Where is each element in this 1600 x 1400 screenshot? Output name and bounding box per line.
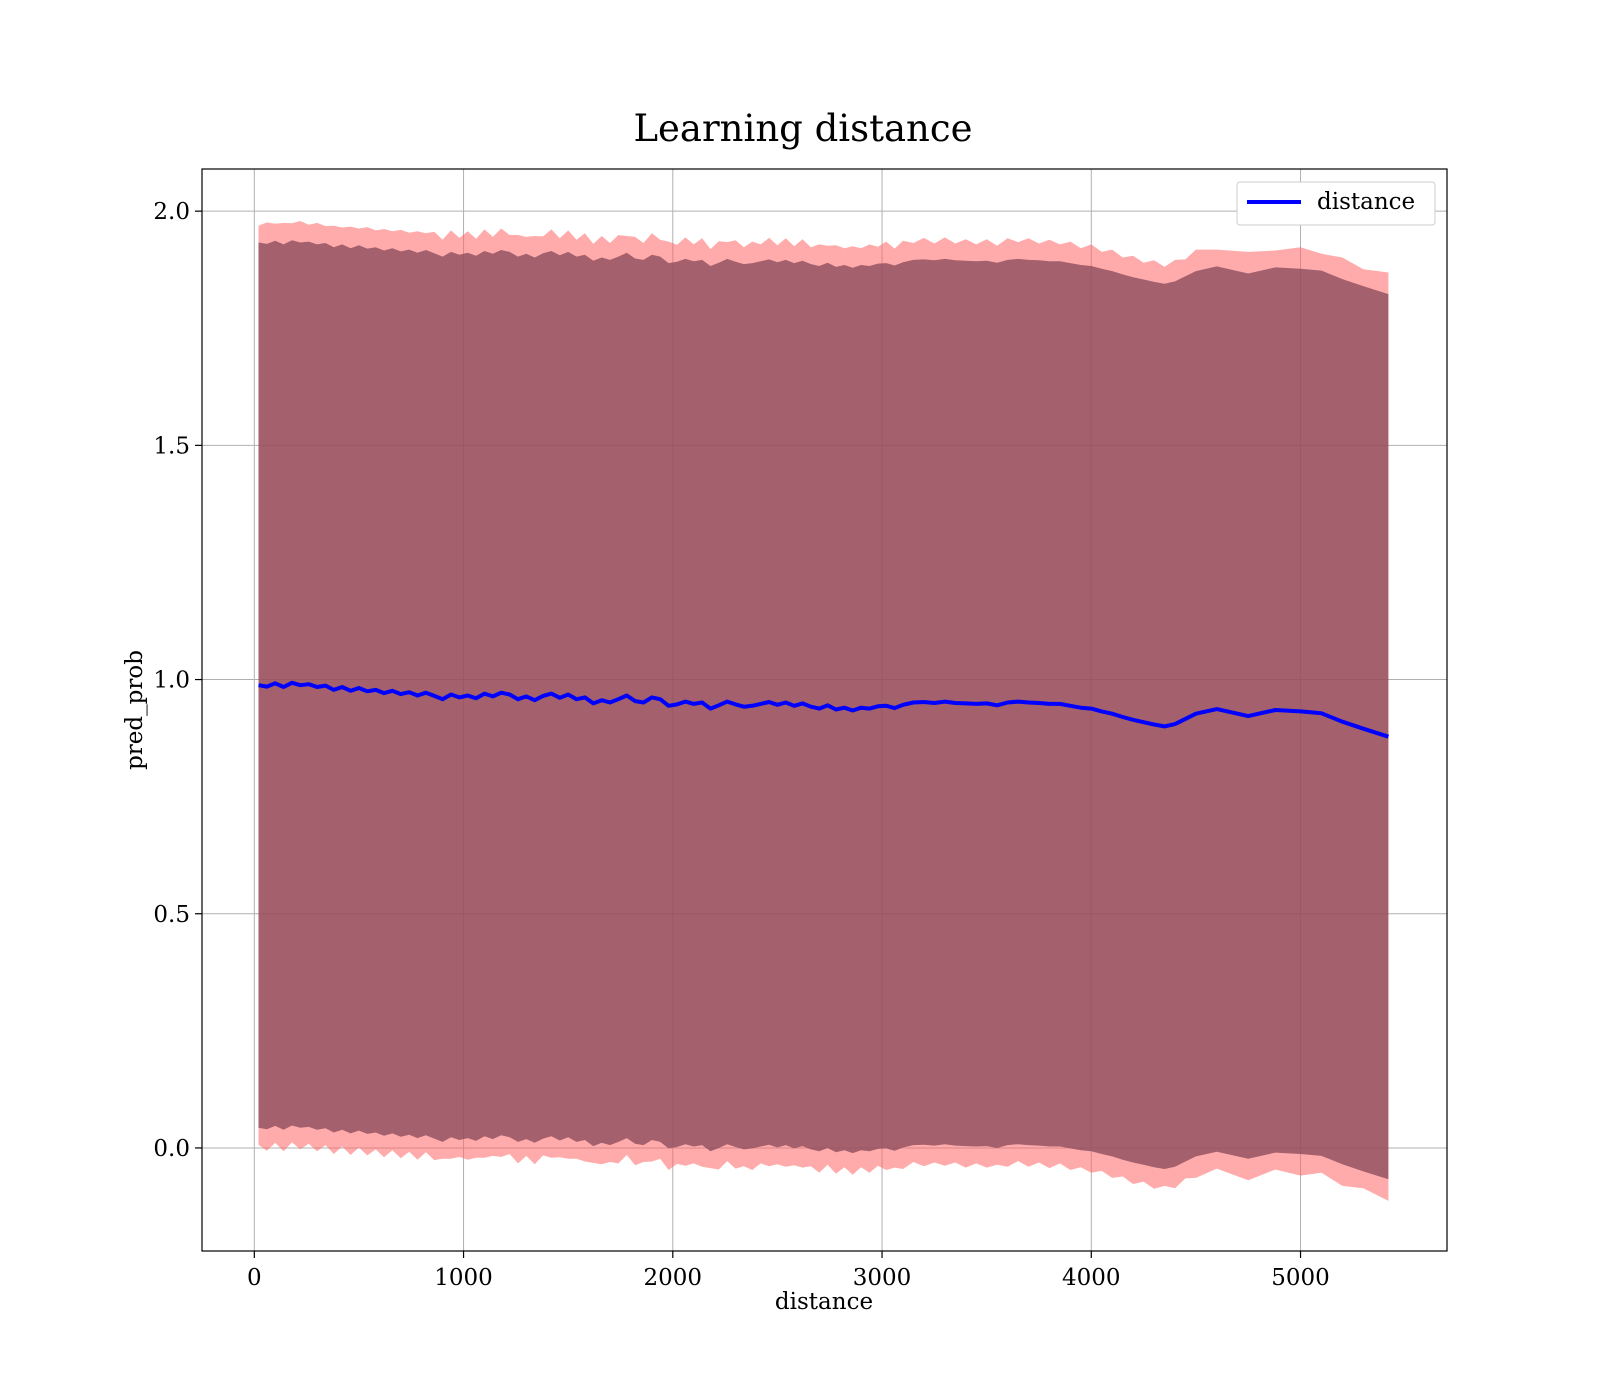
plot-area-frame xyxy=(201,168,1448,1252)
legend: distance xyxy=(1236,181,1436,226)
band-layer xyxy=(258,221,1389,1201)
legend-label-distance: distance xyxy=(1317,189,1415,215)
x-tick-label: 2000 xyxy=(644,1265,703,1291)
legend-box xyxy=(1236,181,1436,226)
y-tick-label: 0.5 xyxy=(153,902,190,928)
x-axis-label: distance xyxy=(775,1289,873,1315)
x-tick-label: 0 xyxy=(247,1265,262,1291)
axis-layer: 0 1000 2000 3000 4000 5000 0.0 0.5 1.0 1.5 2.0 xyxy=(153,199,1329,1291)
x-tick-label: 4000 xyxy=(1062,1265,1121,1291)
chart-title: Learning distance xyxy=(633,107,972,150)
x-tick-label: 3000 xyxy=(853,1265,912,1291)
y-tick-label: 0.0 xyxy=(153,1136,190,1162)
y-tick-label: 1.5 xyxy=(153,433,190,459)
line-layer xyxy=(258,680,1390,739)
y-axis-label: pred_prob xyxy=(122,650,148,770)
y-tick-label: 1.0 xyxy=(153,668,190,694)
y-tick-label: 2.0 xyxy=(153,199,190,225)
inner-band xyxy=(258,240,1389,1180)
series-line-distance xyxy=(258,680,1390,739)
x-tick-label: 5000 xyxy=(1271,1265,1330,1291)
x-tick-label: 1000 xyxy=(434,1265,493,1291)
